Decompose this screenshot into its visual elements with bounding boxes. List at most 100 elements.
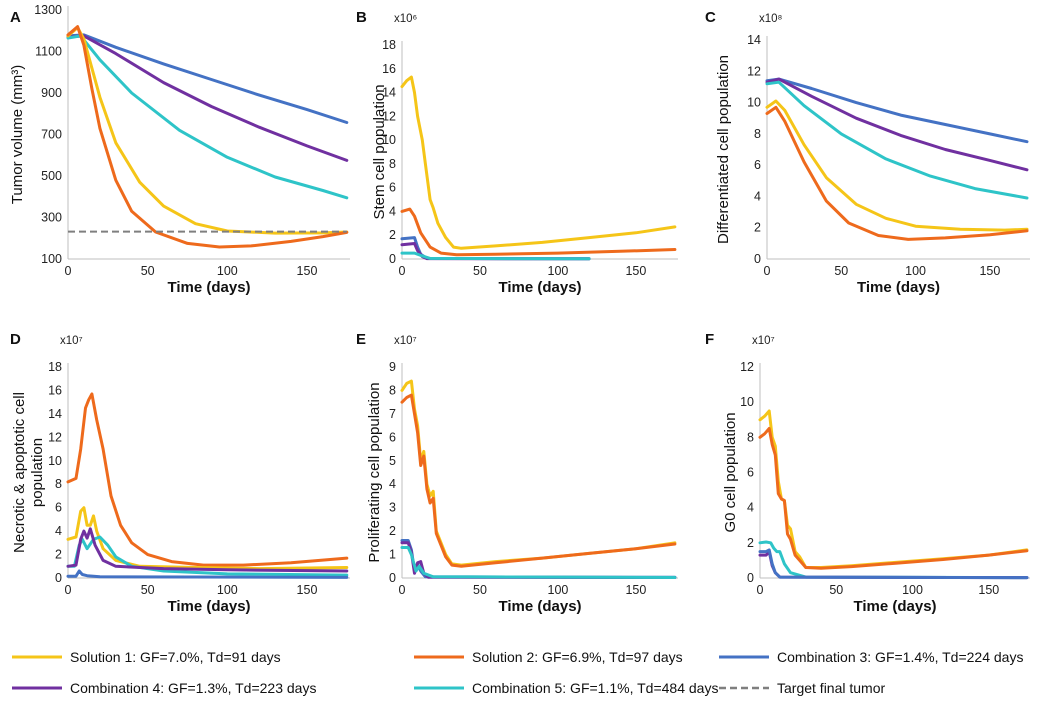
series-line-comb4: [765, 77, 1029, 172]
y-tick-label: 2: [754, 221, 761, 235]
series-line-comb3: [66, 33, 349, 124]
x-axis-label: Time (days): [857, 279, 940, 296]
x-tick-label: 0: [757, 583, 764, 597]
panel-letter: D: [10, 331, 21, 348]
series-line-comb5: [758, 540, 1029, 580]
x-tick-label: 50: [473, 583, 487, 597]
series-line-sol2: [66, 392, 349, 567]
series-line-sol1: [400, 379, 677, 567]
y-multiplier: x10⁶: [394, 13, 418, 25]
y-tick-label: 2: [389, 524, 396, 538]
x-tick-label: 50: [829, 583, 843, 597]
y-tick-label: 6: [55, 501, 62, 515]
panel-letter: A: [10, 9, 21, 26]
panel-letter: E: [356, 331, 366, 348]
x-tick-label: 100: [902, 583, 923, 597]
y-tick-label: 500: [41, 169, 62, 183]
series-line-sol2: [765, 105, 1029, 241]
legend-item-target: Target final tumor: [719, 680, 885, 696]
x-axis-label: Time (days): [853, 598, 936, 615]
y-tick-label: 0: [389, 571, 396, 585]
x-tick-label: 0: [764, 264, 771, 278]
series-line-sol1: [66, 506, 349, 571]
legend-item-comb4: Combination 4: GF=1.3%, Td=223 days: [12, 680, 316, 696]
y-tick-label: 18: [382, 38, 396, 52]
x-tick-label: 100: [905, 264, 926, 278]
x-tick-label: 150: [297, 264, 318, 278]
y-tick-label: 8: [747, 430, 754, 444]
panel-letter: B: [356, 9, 367, 26]
y-tick-label: 4: [55, 524, 62, 538]
y-tick-label: 700: [41, 128, 62, 142]
y-tick-label: 5: [389, 454, 396, 468]
series-line-comb3: [765, 77, 1029, 144]
y-multiplier: x10⁸: [759, 13, 783, 25]
panel-letter: C: [705, 9, 716, 26]
y-tick-label: 12: [382, 109, 396, 123]
legend-item-sol2: Solution 2: GF=6.9%, Td=97 days: [414, 649, 683, 665]
y-tick-label: 8: [55, 477, 62, 491]
y-multiplier: x10⁷: [394, 335, 417, 347]
y-axis-label: Tumor volume (mm³): [9, 65, 26, 204]
y-tick-label: 10: [747, 96, 761, 110]
series-line-comb5: [765, 80, 1029, 200]
y-tick-label: 0: [389, 252, 396, 266]
y-axis-label: G0 cell population: [722, 412, 739, 532]
y-axis-label: Differentiated cell population: [715, 55, 732, 244]
panel-letter: F: [705, 331, 714, 348]
y-tick-label: 6: [747, 466, 754, 480]
y-tick-label: 2: [389, 228, 396, 242]
x-tick-label: 150: [625, 583, 646, 597]
series-line-comb5: [66, 34, 349, 200]
x-tick-label: 150: [978, 583, 999, 597]
x-axis-label: Time (days): [498, 279, 581, 296]
x-tick-label: 100: [548, 264, 569, 278]
y-tick-label: 3: [389, 501, 396, 515]
y-tick-label: 1300: [34, 3, 62, 17]
series-line-sol1: [758, 409, 1029, 569]
x-tick-label: 0: [65, 583, 72, 597]
y-tick-label: 1100: [35, 45, 62, 59]
x-tick-label: 150: [979, 264, 1000, 278]
series-line-comb3: [66, 569, 349, 579]
x-axis-label: Time (days): [167, 598, 250, 615]
y-tick-label: 18: [48, 360, 62, 374]
y-tick-label: 14: [747, 33, 761, 47]
legend-label: Combination 3: GF=1.4%, Td=224 days: [777, 649, 1023, 665]
legend-label: Target final tumor: [777, 680, 885, 696]
y-tick-label: 14: [48, 407, 62, 421]
y-tick-label: 2: [55, 548, 62, 562]
x-tick-label: 150: [297, 583, 318, 597]
y-tick-label: 10: [48, 454, 62, 468]
series-line-comb5: [400, 251, 591, 261]
y-tick-label: 12: [48, 430, 62, 444]
series-line-comb4: [66, 527, 349, 573]
y-multiplier: x10⁷: [752, 335, 775, 347]
x-tick-label: 100: [217, 264, 238, 278]
x-axis-label: Time (days): [167, 279, 250, 296]
x-tick-label: 100: [217, 583, 238, 597]
legend-item-comb3: Combination 3: GF=1.4%, Td=224 days: [719, 649, 1023, 665]
x-tick-label: 100: [548, 583, 569, 597]
x-tick-label: 0: [399, 264, 406, 278]
y-tick-label: 8: [754, 127, 761, 141]
legend-label: Combination 4: GF=1.3%, Td=223 days: [70, 680, 316, 696]
series-line-comb3: [758, 548, 1029, 580]
x-axis-label: Time (days): [498, 598, 581, 615]
y-axis-label: Proliferating cell population: [366, 382, 383, 562]
legend-label: Solution 1: GF=7.0%, Td=91 days: [70, 649, 281, 665]
y-axis-label: Necrotic & apoptotic cell: [11, 392, 28, 553]
x-tick-label: 50: [141, 264, 155, 278]
x-tick-label: 0: [399, 583, 406, 597]
series-line-sol2: [400, 393, 677, 568]
y-tick-label: 4: [389, 204, 396, 218]
legend-item-sol1: Solution 1: GF=7.0%, Td=91 days: [12, 649, 281, 665]
series-line-comb4: [66, 34, 349, 162]
y-tick-label: 9: [389, 360, 396, 374]
y-tick-label: 6: [389, 181, 396, 195]
y-tick-label: 0: [747, 571, 754, 585]
